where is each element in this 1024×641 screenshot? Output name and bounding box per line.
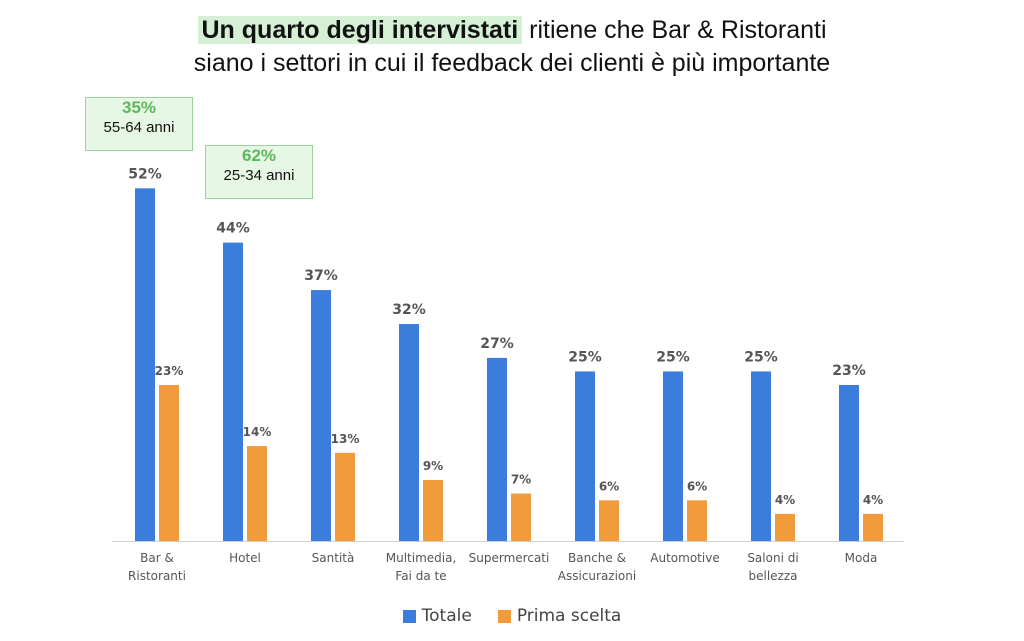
bar-chart: 52% 23% Bar & Ristoranti 44% 14% Hotel 37% 13% Sa… xyxy=(112,166,904,583)
data-label-prima-scelta: 4% xyxy=(775,493,795,507)
legend-label-prima-scelta: Prima scelta xyxy=(516,606,622,626)
bar-totale xyxy=(487,357,507,541)
title-line-1-rest: ritiene che Bar & Ristoranti xyxy=(522,16,827,44)
data-label-prima-scelta: 9% xyxy=(423,459,443,473)
bar-prima-scelta xyxy=(511,493,531,541)
bar-totale xyxy=(223,242,243,541)
chart-title: Un quarto degli intervistati ritiene che… xyxy=(0,14,1024,80)
data-label-prima-scelta: 14% xyxy=(243,425,272,439)
callout-25-34-age: 25-34 anni xyxy=(223,167,295,184)
bar-prima-scelta xyxy=(775,513,795,541)
legend: Totale Prima scelta xyxy=(0,606,1024,626)
bar-totale xyxy=(663,371,683,541)
data-label-totale: 23% xyxy=(832,363,866,379)
title-line-1: Un quarto degli intervistati ritiene che… xyxy=(0,14,1024,47)
category-label: Fai da te xyxy=(395,569,446,583)
data-label-totale: 25% xyxy=(568,349,602,365)
legend-item-totale: Totale xyxy=(402,606,472,626)
callout-55-64-age: 55-64 anni xyxy=(103,119,175,136)
bar-totale xyxy=(311,290,331,541)
data-label-totale: 32% xyxy=(392,302,426,318)
bar-prima-scelta xyxy=(247,446,267,541)
category-label: bellezza xyxy=(748,569,797,583)
data-label-prima-scelta: 4% xyxy=(863,493,883,507)
data-label-totale: 25% xyxy=(656,349,690,365)
legend-swatch-totale xyxy=(402,609,416,623)
callout-55-64: 35% 55-64 anni xyxy=(85,97,193,151)
legend-item-prima-scelta: Prima scelta xyxy=(497,606,622,626)
callout-25-34-percent: 62% xyxy=(241,146,277,165)
callout-55-64-percent: 35% xyxy=(121,98,157,117)
legend-label-totale: Totale xyxy=(421,606,472,626)
data-label-totale: 27% xyxy=(480,336,514,352)
data-label-prima-scelta: 6% xyxy=(599,479,619,493)
category-label: Bar & xyxy=(140,551,174,565)
data-label-totale: 25% xyxy=(744,349,778,365)
data-label-prima-scelta: 7% xyxy=(511,473,531,487)
data-label-prima-scelta: 23% xyxy=(155,364,184,378)
bar-prima-scelta xyxy=(159,385,179,541)
callout-25-34: 62% 25-34 anni xyxy=(205,145,313,199)
bar-totale xyxy=(839,385,859,541)
category-label: Automotive xyxy=(650,551,719,565)
bar-prima-scelta xyxy=(863,513,883,541)
data-label-prima-scelta: 13% xyxy=(331,432,360,446)
bar-prima-scelta xyxy=(423,479,443,541)
category-label: Multimedia, xyxy=(386,551,457,565)
category-label: Saloni di xyxy=(747,551,798,565)
bar-totale xyxy=(399,323,419,541)
bar-prima-scelta xyxy=(687,500,707,541)
data-label-totale: 44% xyxy=(216,221,250,237)
bar-totale xyxy=(135,188,155,541)
bar-prima-scelta xyxy=(335,452,355,541)
category-label: Moda xyxy=(845,551,878,565)
category-label: Assicurazioni xyxy=(558,569,636,583)
data-label-prima-scelta: 6% xyxy=(687,479,707,493)
title-highlight: Un quarto degli intervistati xyxy=(197,16,523,44)
category-label: Supermercati xyxy=(469,551,550,565)
data-label-totale: 37% xyxy=(304,268,338,284)
title-line-2: siano i settori in cui il feedback dei c… xyxy=(193,49,831,77)
data-label-totale: 52% xyxy=(128,166,162,182)
bar-totale xyxy=(575,371,595,541)
legend-swatch-prima-scelta xyxy=(497,609,511,623)
category-label: Hotel xyxy=(229,551,261,565)
bar-prima-scelta xyxy=(599,500,619,541)
category-label: Banche & xyxy=(568,551,626,565)
bar-totale xyxy=(751,371,771,541)
category-label: Santità xyxy=(312,551,355,565)
category-label: Ristoranti xyxy=(128,569,186,583)
